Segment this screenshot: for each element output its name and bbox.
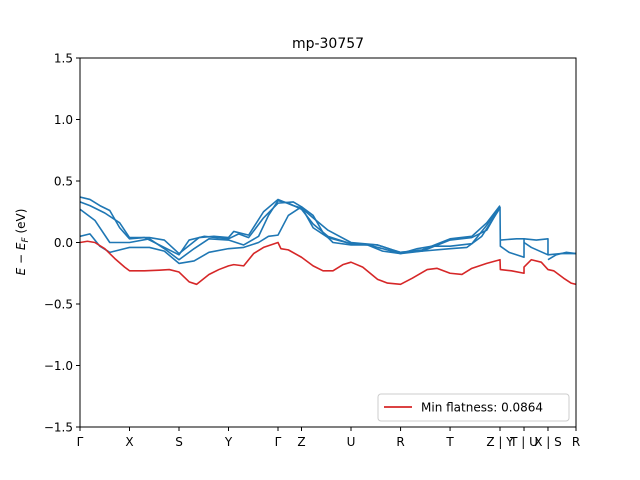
legend-label: Min flatness: 0.0864 — [421, 401, 543, 415]
y-tick-label: 1.0 — [54, 113, 73, 127]
legend: Min flatness: 0.0864 — [377, 393, 570, 422]
y-tick-label: −0.5 — [44, 298, 73, 312]
y-tick-label: 0.0 — [54, 236, 73, 250]
x-tick-label: Y — [224, 435, 233, 449]
x-tick-label: Γ — [77, 435, 84, 449]
y-axis-label: E − EF (eV) — [14, 209, 31, 276]
series-line-min-flatness — [80, 240, 576, 286]
x-tick-label: R — [396, 435, 404, 449]
y-tick-label: −1.0 — [44, 359, 73, 373]
band-line-0 — [80, 206, 501, 265]
y-axis: 1.5 1.0 0.5 0.0 −0.5 −1.0 −1.5 — [44, 52, 80, 435]
x-tick-label: U — [347, 435, 356, 449]
x-tick-label: Z | Y — [486, 435, 514, 449]
band-line-3 — [80, 199, 501, 261]
x-tick-label: Z — [297, 435, 305, 449]
y-tick-label: 1.5 — [54, 52, 73, 66]
x-tick-label: X — [125, 435, 133, 449]
chart-title: mp-30757 — [292, 36, 364, 52]
x-axis: Γ X S Y Γ Z U R T Z | YT | UX | S R — [77, 427, 580, 449]
x-tick-label: Γ — [275, 435, 282, 449]
band-line-5 — [523, 238, 549, 256]
x-tick-label: T | U — [509, 435, 538, 449]
x-tick-label: X | S — [534, 435, 562, 449]
band-line-1 — [80, 196, 501, 256]
x-tick-label: R — [572, 435, 580, 449]
band-line-7 — [547, 252, 576, 256]
y-tick-label: 0.5 — [54, 175, 73, 189]
y-tick-label: −1.5 — [44, 421, 73, 435]
legend-box — [377, 393, 570, 422]
band-line-4 — [499, 206, 525, 259]
x-tick-label: S — [175, 435, 183, 449]
x-tick-label: T — [445, 435, 454, 449]
series-layer — [80, 196, 576, 286]
